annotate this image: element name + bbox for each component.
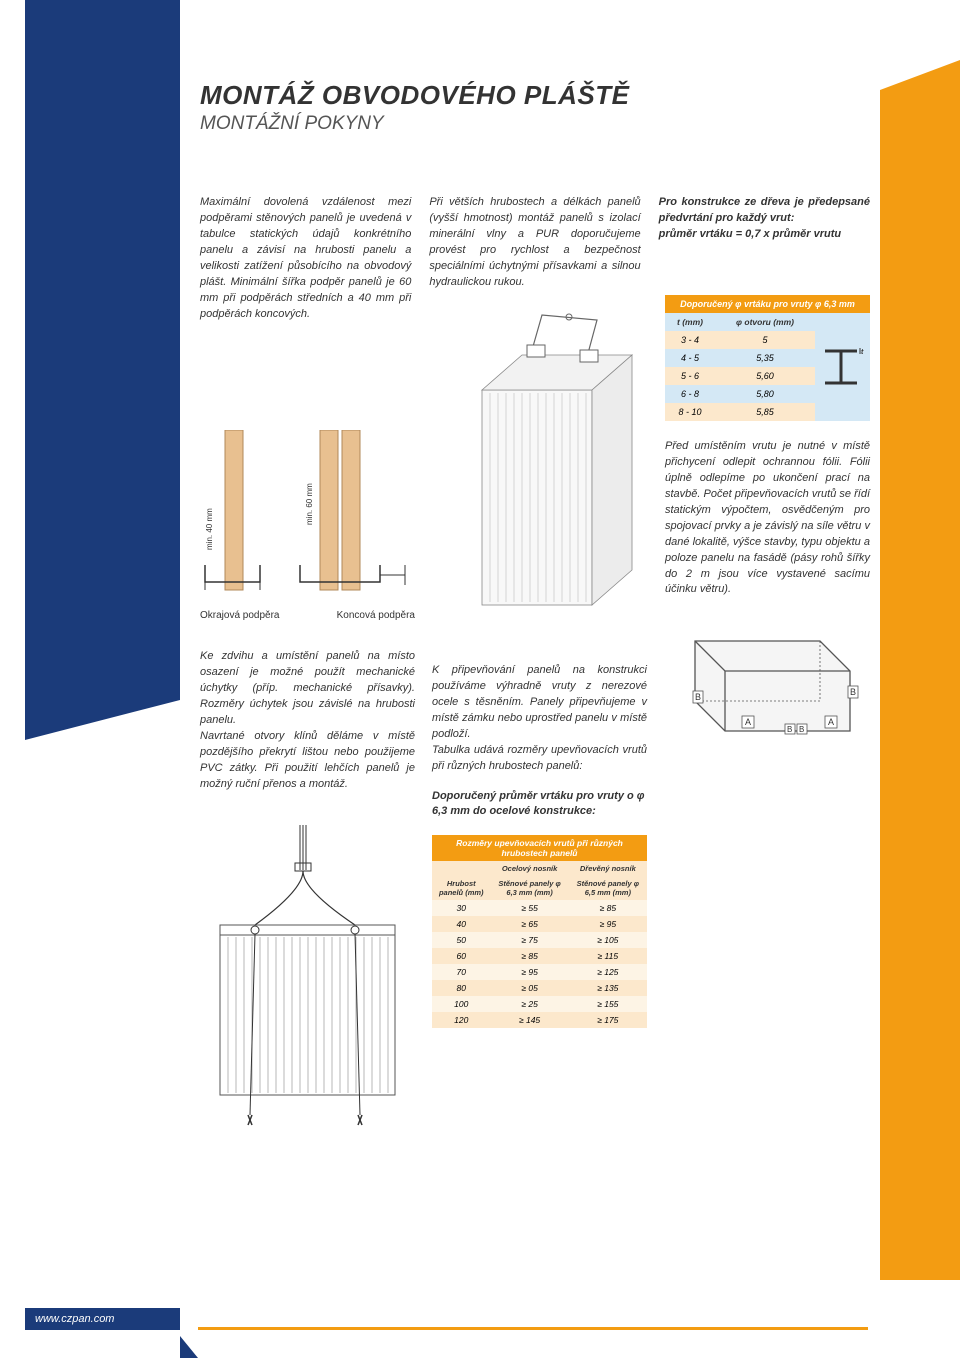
screw-table-section: Rozměry upevňovacích vrutů při různých h… bbox=[432, 835, 647, 1028]
screw-table-title: Rozměry upevňovacích vrutů při různých h… bbox=[432, 835, 647, 861]
support-captions: Okrajová podpěra Koncová podpěra bbox=[200, 610, 415, 621]
right-para: Před umístěním vrutu je nutné v místě př… bbox=[665, 439, 870, 598]
footer: www.czpan.com bbox=[25, 1308, 180, 1330]
th-wood: Dřevěný nosník bbox=[569, 861, 647, 876]
page-title: MONTÁŽ OBVODOVÉHO PLÁŠTĚ bbox=[200, 80, 629, 111]
drill-th-phi: φ otvoru (mm) bbox=[715, 313, 815, 331]
th-steel: Ocelový nosník bbox=[490, 861, 568, 876]
svg-text:B: B bbox=[695, 692, 701, 702]
svg-text:A: A bbox=[828, 717, 834, 727]
svg-text:t: t bbox=[861, 349, 864, 356]
svg-text:min. 60 mm: min. 60 mm bbox=[305, 483, 314, 525]
left-p2: Navrtané otvory klínů děláme v místě poz… bbox=[200, 729, 415, 793]
support-diagram: min. 40 mm min. 60 mm bbox=[200, 430, 415, 605]
footer-line bbox=[198, 1327, 868, 1330]
svg-text:B: B bbox=[850, 687, 856, 697]
svg-text:B: B bbox=[799, 725, 804, 734]
svg-text:A: A bbox=[745, 717, 751, 727]
box-diagram: B B A A B B bbox=[665, 616, 870, 746]
drill-th-t: t (mm) bbox=[665, 313, 715, 331]
intro-p1: Maximální dovolená vzdálenost mezi podpě… bbox=[200, 195, 411, 323]
intro-col-1: Maximální dovolená vzdálenost mezi podpě… bbox=[200, 195, 411, 331]
drill-table-title: Doporučený φ vrtáku pro vruty φ 6,3 mm bbox=[665, 295, 870, 313]
orange-side-bar bbox=[880, 90, 960, 1280]
right-column: Doporučený φ vrtáku pro vruty φ 6,3 mm t… bbox=[665, 283, 870, 746]
blue-side-bar bbox=[25, 0, 180, 700]
mid-p2: Tabulka udává rozměry upevňovacích vrutů… bbox=[432, 743, 647, 775]
caption-edge: Okrajová podpěra bbox=[200, 610, 280, 621]
middle-column: K připevňování panelů na konstrukci použ… bbox=[432, 305, 647, 819]
page: MONTÁŽ OBVODOVÉHO PLÁŠTĚ MONTÁŽNÍ POKYNY… bbox=[0, 0, 960, 1358]
sh-wood: Stěnové panely φ 6,5 mm (mm) bbox=[569, 876, 647, 900]
footer-url: www.czpan.com bbox=[25, 1308, 180, 1330]
lift-section bbox=[200, 825, 415, 1145]
sh-thickness: Hrubost panelů (mm) bbox=[432, 876, 490, 900]
left-column: min. 40 mm min. 60 mm Okrajová podpěra K… bbox=[200, 430, 415, 792]
th-blank bbox=[432, 861, 490, 876]
sh-steel: Stěnové panely φ 6,3 mm (mm) bbox=[490, 876, 568, 900]
svg-text:B: B bbox=[787, 725, 792, 734]
panel-install-diagram bbox=[432, 305, 647, 625]
intro-p2: Při větších hrubostech a délkách panelů … bbox=[429, 195, 640, 291]
page-subtitle: MONTÁŽNÍ POKYNY bbox=[200, 113, 629, 135]
left-text: Ke zdvihu a umístění panelů na místo osa… bbox=[200, 649, 415, 792]
screw-table: Rozměry upevňovacích vrutů při různých h… bbox=[432, 835, 647, 1028]
i-beam-icon: t bbox=[817, 343, 865, 391]
drill-table: Doporučený φ vrtáku pro vruty φ 6,3 mm t… bbox=[665, 295, 870, 421]
intro-head3: Pro konstrukce ze dřeva je předepsané př… bbox=[659, 195, 870, 243]
mid-head: Doporučený průměr vrtáku pro vruty o φ 6… bbox=[432, 789, 647, 820]
caption-end: Koncová podpěra bbox=[337, 610, 415, 621]
footer-triangle bbox=[180, 1336, 198, 1358]
svg-text:min. 40 mm: min. 40 mm bbox=[205, 508, 214, 550]
middle-text: K připevňování panelů na konstrukci použ… bbox=[432, 663, 647, 775]
lift-diagram bbox=[200, 825, 415, 1145]
left-p1: Ke zdvihu a umístění panelů na místo osa… bbox=[200, 649, 415, 729]
mid-p1: K připevňování panelů na konstrukci použ… bbox=[432, 663, 647, 743]
header: MONTÁŽ OBVODOVÉHO PLÁŠTĚ MONTÁŽNÍ POKYNY bbox=[200, 80, 629, 135]
beam-icon-cell: t bbox=[815, 313, 870, 421]
